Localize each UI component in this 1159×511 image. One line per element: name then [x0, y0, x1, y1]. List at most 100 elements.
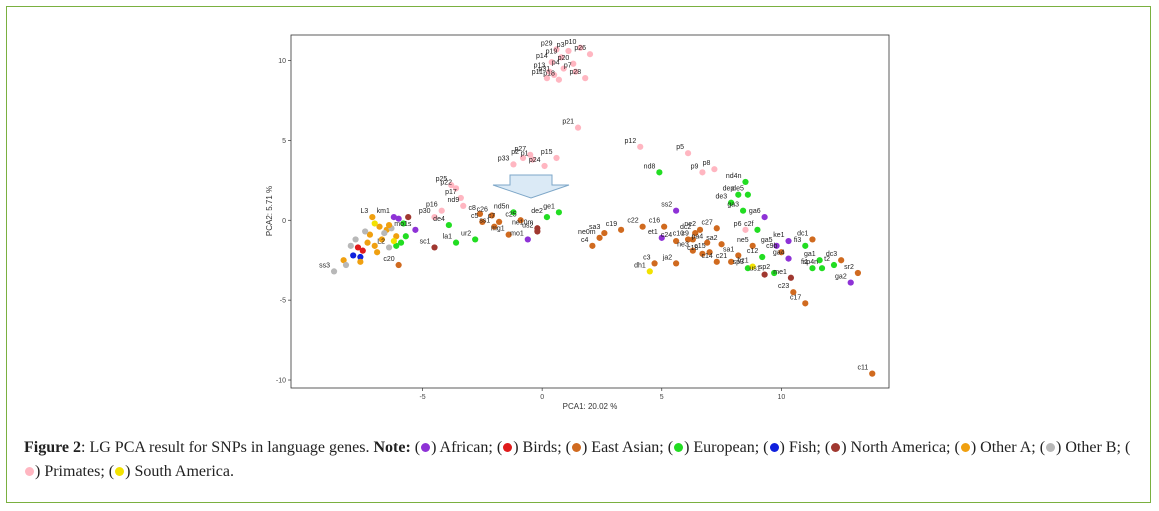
- point-sr2: [854, 269, 862, 277]
- point-other_a: [378, 236, 385, 243]
- point-label: ke1: [773, 232, 784, 239]
- y-tick-label: -5: [280, 298, 286, 305]
- point-label: et1: [648, 229, 658, 236]
- legend-item-birds: () Birds;: [496, 439, 566, 456]
- point-c12: [759, 253, 766, 261]
- point-sp4n: [818, 265, 826, 272]
- point-c10: [684, 236, 692, 243]
- point-label: bz1: [737, 258, 748, 265]
- point-label: ga4: [773, 250, 785, 257]
- point-c17: [802, 300, 809, 307]
- point-other_b: [362, 228, 369, 235]
- point-nd9: [460, 202, 467, 210]
- point-label: p6: [734, 221, 742, 228]
- point-p17: [457, 194, 464, 202]
- legend-swatch: [960, 442, 970, 452]
- legend-label: South America: [134, 463, 230, 480]
- point-label: c17: [790, 294, 801, 301]
- shift-arrow: [492, 174, 570, 199]
- point-ga2: [847, 279, 854, 286]
- point-label: c20: [383, 256, 394, 263]
- point-label: ga1: [804, 251, 816, 258]
- point-label: p13: [534, 63, 546, 70]
- point-c19: [617, 226, 625, 233]
- point-label: c2f: [744, 221, 753, 228]
- point-label: p26: [574, 45, 586, 52]
- point-european: [400, 220, 407, 227]
- point-label: c9b: [766, 243, 777, 250]
- point-label: c14: [701, 253, 712, 260]
- point-p8: [711, 166, 718, 173]
- legend-label: East Asian: [591, 439, 660, 456]
- point-other_a: [366, 231, 374, 238]
- legend-item-primates: () Primates;: [24, 439, 1130, 480]
- point-label: p11: [532, 69, 543, 76]
- point-c3: [651, 260, 658, 267]
- point-km1: [390, 213, 397, 221]
- point-label: p25: [436, 176, 448, 183]
- point-sc1: [431, 244, 438, 251]
- point-sp2: [771, 269, 778, 277]
- point-p26: [586, 51, 594, 58]
- point-label: sr2: [844, 264, 854, 271]
- point-label: t2: [824, 256, 830, 263]
- point-ur2: [472, 236, 479, 243]
- x-tick-label: 0: [540, 394, 544, 401]
- point-c2f: [754, 226, 761, 233]
- legend-label: Primates: [44, 463, 101, 480]
- point-p21: [574, 124, 582, 131]
- point-european: [393, 242, 400, 249]
- point-label: c15: [694, 243, 705, 250]
- point-label: c8: [469, 205, 477, 212]
- point-ne5: [749, 242, 756, 249]
- point-label: de5: [732, 186, 744, 193]
- point-ge1: [555, 209, 563, 216]
- axis-ticks: -5 0 5 10 -10 -5 0 5 10: [276, 58, 785, 401]
- point-la1: [452, 239, 460, 246]
- point-p16: [438, 207, 445, 214]
- point-ga4: [785, 255, 792, 262]
- legend-item-other-b: () Other B;: [1039, 439, 1125, 456]
- legend-swatch: [503, 442, 513, 452]
- point-label: mo1: [510, 230, 524, 237]
- point-label: p4: [552, 60, 560, 67]
- point-label: c12: [747, 248, 758, 255]
- point-label: dc2: [680, 224, 691, 231]
- point-label: p30: [419, 208, 431, 215]
- point-other_b: [352, 236, 359, 243]
- point-other_a: [371, 242, 378, 249]
- point-label: mo1s: [394, 221, 412, 228]
- point-c25: [517, 217, 524, 224]
- point-mg1: [505, 231, 512, 238]
- legend-swatch: [1046, 442, 1056, 452]
- point-dc2: [692, 229, 699, 237]
- point-ga3: [739, 207, 747, 214]
- point-mo1: [524, 236, 531, 243]
- point-p13: [546, 68, 553, 75]
- point-p7: [572, 68, 579, 75]
- point-label: c22: [627, 218, 638, 225]
- point-label: c21: [716, 253, 727, 260]
- point-p5: [684, 150, 692, 157]
- point-label: dc3: [826, 251, 837, 258]
- point-label: la1: [443, 234, 452, 241]
- point-us2: [534, 228, 541, 235]
- point-label: us2: [522, 222, 533, 229]
- x-tick-label: 5: [660, 394, 664, 401]
- point-label: L2: [377, 238, 385, 245]
- point-p14: [548, 59, 555, 66]
- legend-label: European: [693, 439, 755, 456]
- legend-label: North America: [850, 439, 947, 456]
- point-label: ss2: [661, 202, 672, 209]
- point-c22: [639, 223, 646, 230]
- point-ga6: [761, 213, 768, 221]
- point-label: c11: [857, 365, 868, 372]
- point-ne3: [689, 247, 696, 254]
- legend-item-european: () European;: [667, 439, 764, 456]
- point-p11: [543, 75, 551, 82]
- point-c8: [476, 210, 484, 217]
- point-me1: [787, 274, 795, 281]
- point-label: p19: [546, 48, 558, 55]
- point-us1: [761, 271, 768, 278]
- point-label: p27: [515, 146, 527, 153]
